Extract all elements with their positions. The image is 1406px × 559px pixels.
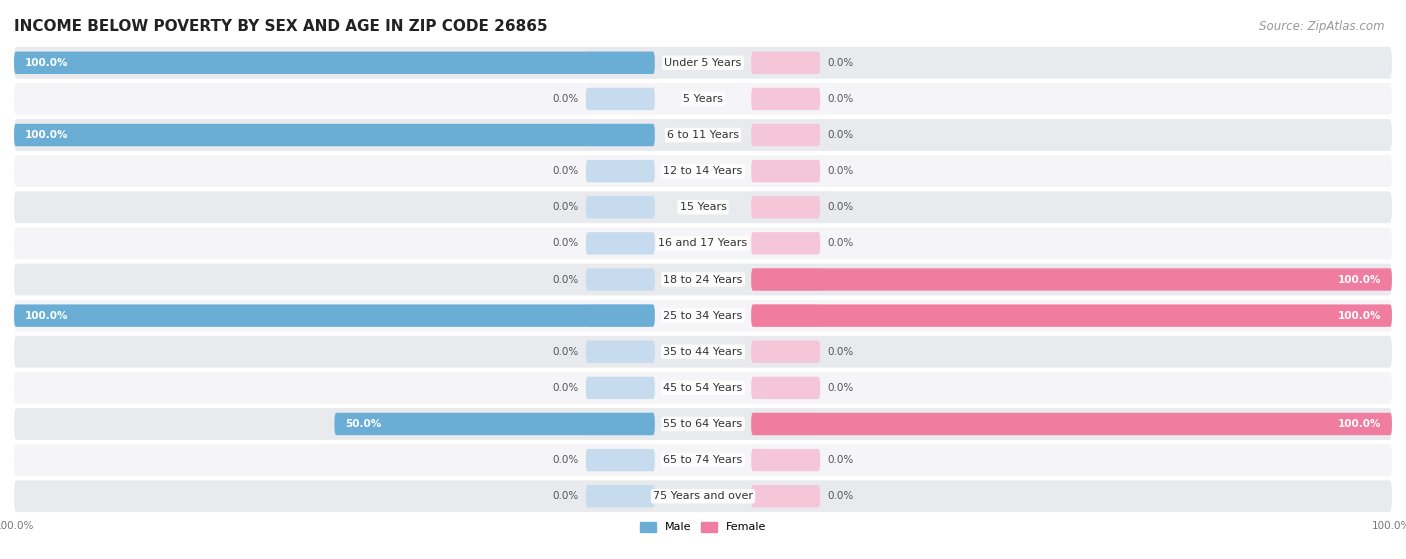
Text: 100.0%: 100.0%	[24, 311, 67, 321]
FancyBboxPatch shape	[14, 372, 1392, 404]
Text: 0.0%: 0.0%	[827, 58, 853, 68]
Text: 0.0%: 0.0%	[553, 166, 579, 176]
Text: 100.0%: 100.0%	[1339, 311, 1382, 321]
FancyBboxPatch shape	[586, 305, 655, 327]
Text: 0.0%: 0.0%	[827, 455, 853, 465]
Text: INCOME BELOW POVERTY BY SEX AND AGE IN ZIP CODE 26865: INCOME BELOW POVERTY BY SEX AND AGE IN Z…	[14, 19, 548, 34]
Text: 0.0%: 0.0%	[553, 274, 579, 285]
Text: 5 Years: 5 Years	[683, 94, 723, 104]
FancyBboxPatch shape	[586, 88, 655, 110]
FancyBboxPatch shape	[14, 336, 1392, 368]
FancyBboxPatch shape	[751, 485, 820, 508]
FancyBboxPatch shape	[335, 413, 655, 435]
FancyBboxPatch shape	[751, 377, 820, 399]
FancyBboxPatch shape	[751, 449, 820, 471]
FancyBboxPatch shape	[751, 160, 820, 182]
Text: 0.0%: 0.0%	[827, 166, 853, 176]
FancyBboxPatch shape	[751, 268, 1392, 291]
FancyBboxPatch shape	[14, 228, 1392, 259]
Text: 18 to 24 Years: 18 to 24 Years	[664, 274, 742, 285]
Text: 0.0%: 0.0%	[553, 455, 579, 465]
FancyBboxPatch shape	[586, 124, 655, 146]
FancyBboxPatch shape	[14, 264, 1392, 295]
Text: 0.0%: 0.0%	[827, 238, 853, 248]
Text: 25 to 34 Years: 25 to 34 Years	[664, 311, 742, 321]
FancyBboxPatch shape	[14, 305, 655, 327]
Text: 0.0%: 0.0%	[553, 94, 579, 104]
Text: 0.0%: 0.0%	[553, 202, 579, 212]
FancyBboxPatch shape	[14, 83, 1392, 115]
Text: 45 to 54 Years: 45 to 54 Years	[664, 383, 742, 393]
FancyBboxPatch shape	[751, 413, 1392, 435]
FancyBboxPatch shape	[586, 377, 655, 399]
FancyBboxPatch shape	[586, 196, 655, 219]
FancyBboxPatch shape	[586, 413, 655, 435]
Text: 100.0%: 100.0%	[24, 130, 67, 140]
FancyBboxPatch shape	[586, 485, 655, 508]
FancyBboxPatch shape	[14, 480, 1392, 512]
Text: 6 to 11 Years: 6 to 11 Years	[666, 130, 740, 140]
FancyBboxPatch shape	[14, 444, 1392, 476]
Text: 0.0%: 0.0%	[553, 238, 579, 248]
Text: Source: ZipAtlas.com: Source: ZipAtlas.com	[1260, 20, 1385, 32]
Text: 0.0%: 0.0%	[553, 347, 579, 357]
Text: Under 5 Years: Under 5 Years	[665, 58, 741, 68]
FancyBboxPatch shape	[14, 155, 1392, 187]
Text: 16 and 17 Years: 16 and 17 Years	[658, 238, 748, 248]
Text: 0.0%: 0.0%	[827, 94, 853, 104]
Text: 100.0%: 100.0%	[1339, 274, 1382, 285]
Text: 0.0%: 0.0%	[553, 491, 579, 501]
FancyBboxPatch shape	[751, 305, 820, 327]
FancyBboxPatch shape	[14, 191, 1392, 223]
FancyBboxPatch shape	[751, 124, 820, 146]
Text: 0.0%: 0.0%	[553, 383, 579, 393]
Text: 100.0%: 100.0%	[24, 58, 67, 68]
FancyBboxPatch shape	[586, 340, 655, 363]
Text: 0.0%: 0.0%	[827, 383, 853, 393]
FancyBboxPatch shape	[586, 268, 655, 291]
FancyBboxPatch shape	[14, 51, 655, 74]
FancyBboxPatch shape	[14, 119, 1392, 151]
FancyBboxPatch shape	[751, 268, 820, 291]
FancyBboxPatch shape	[751, 196, 820, 219]
FancyBboxPatch shape	[14, 408, 1392, 440]
Text: 65 to 74 Years: 65 to 74 Years	[664, 455, 742, 465]
FancyBboxPatch shape	[751, 340, 820, 363]
Text: 0.0%: 0.0%	[827, 130, 853, 140]
FancyBboxPatch shape	[751, 413, 820, 435]
FancyBboxPatch shape	[751, 88, 820, 110]
Text: 12 to 14 Years: 12 to 14 Years	[664, 166, 742, 176]
FancyBboxPatch shape	[14, 47, 1392, 79]
FancyBboxPatch shape	[751, 232, 820, 254]
Text: 100.0%: 100.0%	[1339, 419, 1382, 429]
Text: 0.0%: 0.0%	[827, 347, 853, 357]
Text: 35 to 44 Years: 35 to 44 Years	[664, 347, 742, 357]
FancyBboxPatch shape	[586, 160, 655, 182]
Text: 0.0%: 0.0%	[827, 202, 853, 212]
FancyBboxPatch shape	[586, 449, 655, 471]
Text: 75 Years and over: 75 Years and over	[652, 491, 754, 501]
Text: 55 to 64 Years: 55 to 64 Years	[664, 419, 742, 429]
FancyBboxPatch shape	[14, 124, 655, 146]
Text: 15 Years: 15 Years	[679, 202, 727, 212]
FancyBboxPatch shape	[751, 51, 820, 74]
Text: 0.0%: 0.0%	[827, 491, 853, 501]
FancyBboxPatch shape	[14, 300, 1392, 331]
FancyBboxPatch shape	[586, 232, 655, 254]
Legend: Male, Female: Male, Female	[636, 517, 770, 537]
Text: 50.0%: 50.0%	[344, 419, 381, 429]
FancyBboxPatch shape	[751, 305, 1392, 327]
FancyBboxPatch shape	[586, 51, 655, 74]
